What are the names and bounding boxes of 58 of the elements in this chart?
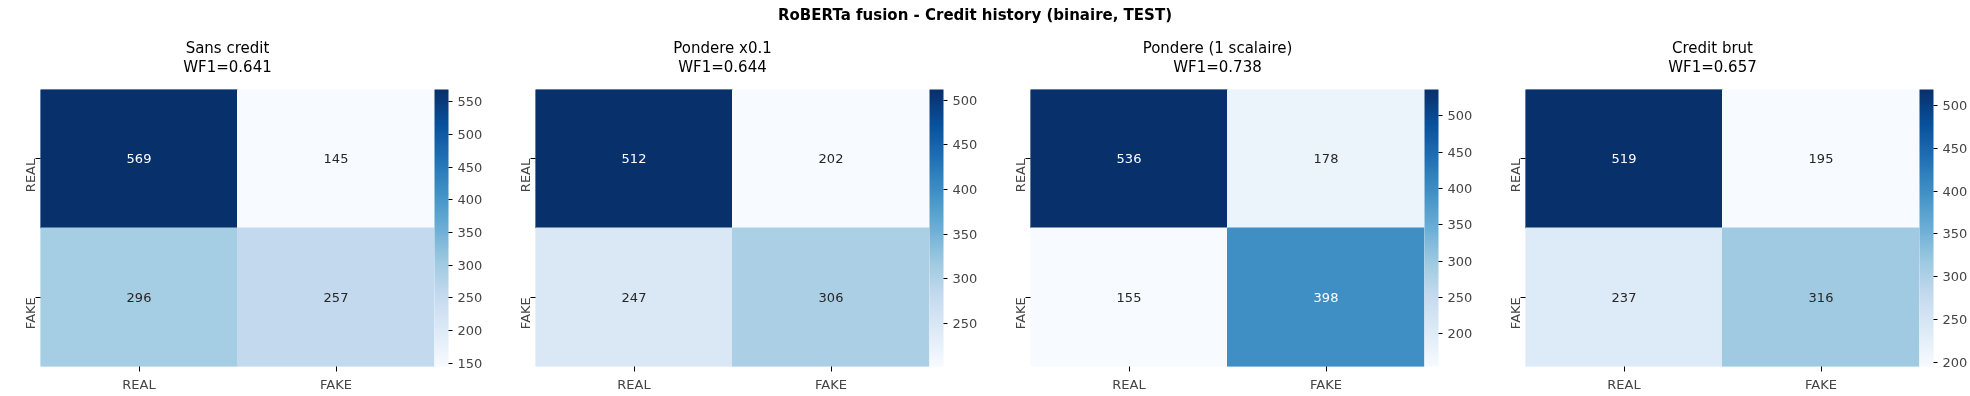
- x-tick-label: REAL: [122, 376, 157, 392]
- color-bar-label: 450: [952, 137, 978, 153]
- color-bar-label: 300: [1447, 253, 1473, 269]
- color-bar-label: 350: [952, 226, 978, 242]
- color-bar-label: 450: [457, 159, 483, 175]
- color-bar-label: 500: [457, 127, 483, 143]
- data-label: 512: [621, 151, 647, 167]
- data-label: 237: [1611, 289, 1637, 305]
- data-label: 569: [126, 151, 152, 167]
- data-label: 306: [818, 289, 844, 305]
- color-bar-label: 400: [1447, 180, 1473, 196]
- color-bar-label: 400: [1942, 183, 1968, 199]
- data-label: 247: [621, 289, 647, 305]
- data-label: 316: [1808, 289, 1834, 305]
- color-bar-label: 150: [457, 355, 483, 371]
- color-bar-label: 300: [457, 257, 483, 273]
- color-bar-label: 300: [1942, 269, 1968, 285]
- color-bar-label: 250: [1447, 289, 1473, 305]
- chart-title: Pondere (1 scalaire) WF1=0.738: [1142, 39, 1293, 77]
- data-label: 257: [323, 289, 349, 305]
- x-tick-label: FAKE: [1310, 376, 1342, 392]
- x-tick-label: FAKE: [1805, 376, 1837, 392]
- color-bar-label: 500: [1447, 108, 1473, 124]
- x-tick-label: REAL: [1112, 376, 1147, 392]
- color-bar-label: 400: [457, 192, 483, 208]
- color-bar-label: 550: [457, 94, 483, 110]
- data-label: 202: [818, 151, 844, 167]
- color-bar-label: 500: [952, 92, 978, 108]
- color-bar-label: 250: [952, 316, 978, 332]
- chart-title: Sans credit WF1=0.641: [183, 39, 272, 77]
- data-label: 178: [1313, 151, 1339, 167]
- x-tick-label: REAL: [1607, 376, 1642, 392]
- color-bar-label: 450: [1942, 140, 1968, 156]
- x-tick-label: FAKE: [320, 376, 352, 392]
- x-tick-label: FAKE: [815, 376, 847, 392]
- color-bar-label: 250: [457, 290, 483, 306]
- chart-title: Credit brut WF1=0.657: [1668, 39, 1757, 77]
- color-bar-label: 250: [1942, 311, 1968, 327]
- data-label: 519: [1611, 151, 1637, 167]
- x-tick-label: REAL: [617, 376, 652, 392]
- color-bar-label: 300: [952, 271, 978, 287]
- text: RoBERTa fusion - Credit history (binaire, TEST): [778, 5, 1172, 26]
- color-bar-label: 350: [1942, 226, 1968, 242]
- data-label: 398: [1313, 289, 1339, 305]
- color-bar-label: 200: [1942, 354, 1968, 370]
- color-bar-label: 350: [1447, 217, 1473, 233]
- data-label: 296: [126, 289, 152, 305]
- color-bar-label: 500: [1942, 98, 1968, 114]
- color-bar-label: 200: [1447, 326, 1473, 342]
- color-bar-label: 450: [1447, 144, 1473, 160]
- data-label: 145: [323, 151, 349, 167]
- data-label: 536: [1116, 151, 1142, 167]
- chart-title: Pondere x0.1 WF1=0.644: [673, 39, 772, 77]
- color-bar-label: 200: [457, 323, 483, 339]
- color-bar-label: 400: [952, 182, 978, 198]
- data-label: 195: [1808, 151, 1834, 167]
- data-label: 155: [1116, 289, 1142, 305]
- color-bar-label: 350: [457, 225, 483, 241]
